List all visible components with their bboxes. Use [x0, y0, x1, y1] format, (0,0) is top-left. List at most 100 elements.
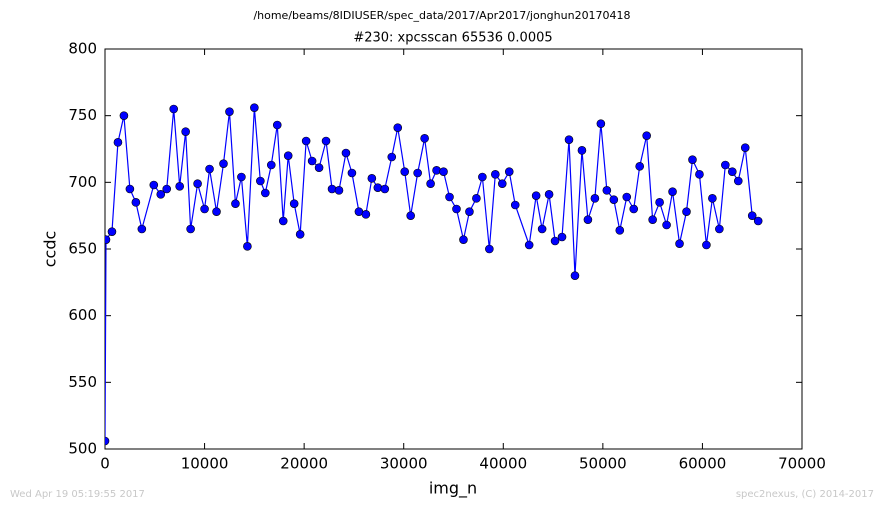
y-tick-label: 650 — [68, 240, 97, 258]
x-tick-label: 70000 — [778, 455, 826, 473]
data-point — [219, 159, 228, 168]
data-point — [406, 211, 415, 220]
x-tick-label: 30000 — [380, 455, 428, 473]
x-tick-label: 50000 — [579, 455, 627, 473]
data-point — [485, 244, 494, 254]
data-point — [272, 120, 282, 130]
data-point — [327, 184, 337, 194]
data-point — [602, 186, 612, 195]
data-point — [472, 194, 481, 203]
y-tick-label: 750 — [68, 106, 97, 124]
data-point — [590, 194, 600, 203]
x-tick-label: 10000 — [181, 455, 229, 473]
data-point — [149, 180, 159, 190]
data-point — [531, 191, 541, 200]
data-point — [237, 172, 246, 182]
data-point — [301, 136, 311, 146]
data-point — [747, 211, 757, 220]
data-point — [231, 199, 240, 208]
data-point — [577, 146, 587, 155]
data-point — [497, 179, 507, 188]
data-point — [550, 236, 560, 246]
y-tick-label: 500 — [68, 440, 97, 458]
data-point — [420, 134, 429, 143]
data-point — [105, 235, 111, 244]
data-point — [186, 224, 195, 234]
data-point — [367, 174, 377, 183]
data-point — [156, 190, 166, 199]
data-point — [225, 107, 234, 116]
data-point — [307, 156, 317, 166]
x-tick-label: 20000 — [280, 455, 328, 473]
data-point — [119, 111, 129, 120]
data-point — [702, 240, 711, 250]
y-axis-label: ccdc — [41, 231, 60, 268]
data-point — [510, 200, 520, 210]
data-point — [387, 152, 397, 162]
data-point — [504, 167, 514, 176]
series-line — [105, 107, 759, 442]
data-point — [347, 168, 357, 178]
data-point — [727, 167, 737, 176]
data-point — [465, 207, 474, 216]
data-point — [256, 176, 265, 186]
data-point — [400, 167, 410, 176]
data-point — [131, 198, 141, 207]
data-point — [250, 103, 259, 112]
data-point — [445, 192, 454, 202]
data-point — [570, 271, 580, 280]
chart-title: #230: xpcsscan 65536 0.0005 — [353, 31, 552, 46]
data-point — [361, 210, 371, 219]
data-point — [675, 239, 684, 248]
data-point — [314, 163, 324, 172]
data-point — [662, 220, 671, 230]
data-point — [635, 162, 644, 171]
data-point — [169, 104, 179, 114]
data-point — [193, 179, 202, 188]
data-point — [283, 151, 293, 160]
data-point — [243, 242, 252, 251]
data-point — [289, 199, 299, 208]
data-point — [596, 119, 606, 128]
y-tick-label: 800 — [68, 40, 97, 58]
data-point — [655, 198, 664, 207]
data-point — [715, 224, 724, 234]
data-point — [682, 207, 691, 216]
data-point — [107, 227, 117, 236]
data-point — [393, 123, 403, 132]
data-point — [459, 235, 468, 244]
data-point — [491, 170, 500, 179]
data-point — [125, 184, 135, 194]
data-point — [615, 226, 625, 235]
data-point — [688, 155, 697, 164]
data-point — [609, 195, 619, 204]
data-point — [321, 136, 331, 146]
data-point — [537, 224, 547, 234]
data-point — [557, 232, 567, 242]
data-point — [629, 204, 639, 214]
timestamp: Wed Apr 19 05:19:55 2017 — [10, 489, 145, 500]
data-point — [564, 135, 574, 144]
data-point — [740, 143, 750, 152]
data-point — [668, 187, 677, 196]
data-point — [212, 207, 221, 216]
x-tick-label: 0 — [100, 455, 110, 473]
data-point — [341, 148, 351, 158]
data-point — [642, 131, 651, 140]
data-point — [162, 184, 172, 194]
credit: spec2nexus, (C) 2014-2017 — [736, 489, 874, 500]
data-point — [261, 188, 270, 198]
data-point — [295, 230, 305, 239]
data-point — [721, 160, 730, 170]
data-point — [380, 184, 390, 194]
data-point — [432, 166, 441, 175]
data-point — [695, 170, 704, 179]
x-tick-label: 40000 — [479, 455, 527, 473]
plot-frame — [104, 48, 803, 450]
data-point — [373, 183, 383, 192]
data-point — [181, 127, 190, 136]
data-point — [278, 216, 288, 226]
data-point — [733, 176, 743, 186]
data-point — [478, 172, 487, 182]
